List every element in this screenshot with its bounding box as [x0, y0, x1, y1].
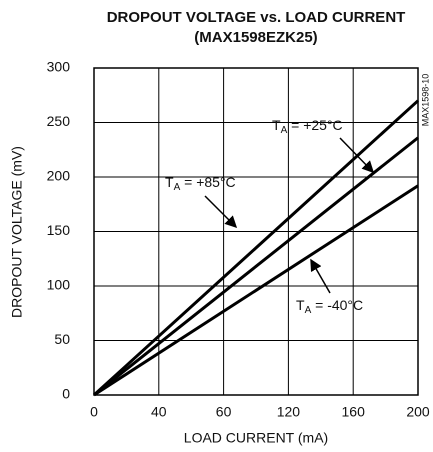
x-tick-label: 160	[342, 404, 366, 420]
series-line	[93, 136, 419, 397]
y-tick-label: 150	[47, 222, 71, 238]
label-arrow	[204, 195, 238, 229]
y-tick-label: 50	[54, 331, 70, 347]
chart-title: DROPOUT VOLTAGE vs. LOAD CURRENT	[107, 9, 406, 26]
label-arrow	[339, 137, 375, 174]
chart-subtitle: (MAX1598EZK25)	[194, 29, 317, 46]
label-rest: = +85°C	[180, 174, 235, 190]
x-tick-label: 0	[90, 404, 98, 420]
plot-frame	[93, 67, 419, 396]
x-tick-label: 200	[406, 404, 430, 420]
label-rest: = -40°C	[311, 297, 363, 313]
x-tick-label: 60	[216, 404, 232, 420]
label-main: T	[296, 297, 305, 313]
x-tick-label: 40	[151, 404, 167, 420]
y-tick-label: 250	[47, 113, 71, 129]
label-rest: = +25°C	[287, 117, 342, 133]
x-axis-label: LOAD CURRENT (mA)	[184, 430, 328, 446]
series-label: TA = +25°C	[272, 117, 343, 136]
series-label: TA = +85°C	[165, 174, 236, 193]
y-tick-label: 200	[47, 168, 71, 184]
y-tick-label: 300	[47, 59, 71, 75]
y-tick-label: 100	[47, 277, 71, 293]
label-main: T	[165, 174, 174, 190]
label-main: T	[272, 117, 281, 133]
label-sub: A	[174, 182, 181, 193]
y-axis-label: DROPOUT VOLTAGE (mV)	[9, 146, 25, 318]
side-note: MAX1598-10	[420, 74, 430, 127]
label-sub: A	[305, 305, 312, 316]
series-label: TA = -40°C	[296, 297, 363, 316]
series-line	[93, 184, 419, 397]
label-sub: A	[281, 125, 288, 136]
label-arrow	[310, 258, 331, 294]
series-line	[92, 99, 420, 397]
y-tick-label: 0	[62, 386, 70, 402]
x-tick-label: 120	[277, 404, 301, 420]
